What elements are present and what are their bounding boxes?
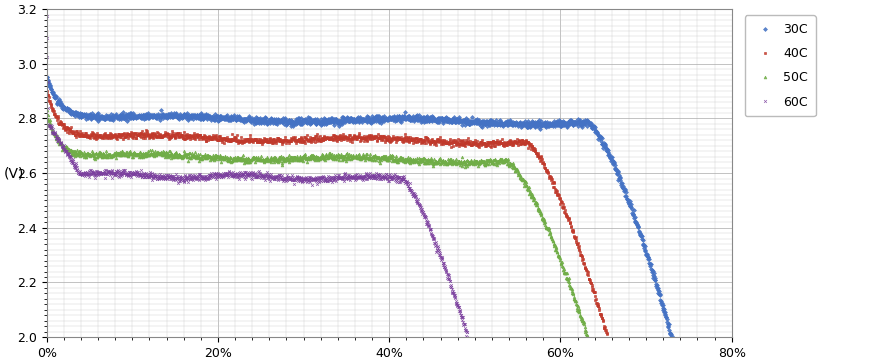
40C (602, 336, 612, 341)
40C (292, 138, 302, 142)
60C (264, 177, 274, 181)
30C (331, 119, 341, 123)
50C (378, 154, 388, 158)
Y-axis label: (V): (V) (4, 166, 24, 180)
Line: 40C: 40C (45, 90, 609, 340)
Legend: 30C, 40C, 50C, 60C: 30C, 40C, 50C, 60C (745, 15, 816, 116)
Line: 60C: 60C (45, 14, 472, 349)
50C (351, 155, 361, 159)
40C (361, 135, 371, 139)
30C (320, 118, 330, 123)
40C (53, 121, 64, 125)
40C (42, 89, 52, 93)
50C (42, 107, 52, 112)
30C (115, 116, 125, 121)
40C (46, 102, 57, 106)
50C (528, 194, 538, 199)
60C (226, 171, 236, 175)
30C (666, 335, 677, 339)
50C (45, 124, 56, 128)
Line: 50C: 50C (45, 108, 591, 348)
30C (397, 114, 408, 118)
60C (185, 173, 195, 178)
60C (465, 346, 476, 350)
60C (273, 174, 283, 178)
60C (113, 168, 124, 173)
50C (53, 139, 64, 143)
60C (42, 13, 52, 18)
30C (90, 115, 100, 120)
Line: 30C: 30C (45, 76, 673, 339)
30C (307, 120, 317, 124)
50C (284, 160, 294, 165)
50C (585, 344, 596, 348)
60C (98, 172, 108, 176)
40C (388, 136, 399, 141)
40C (543, 171, 553, 175)
50C (584, 344, 595, 349)
30C (666, 334, 677, 339)
30C (42, 75, 52, 79)
